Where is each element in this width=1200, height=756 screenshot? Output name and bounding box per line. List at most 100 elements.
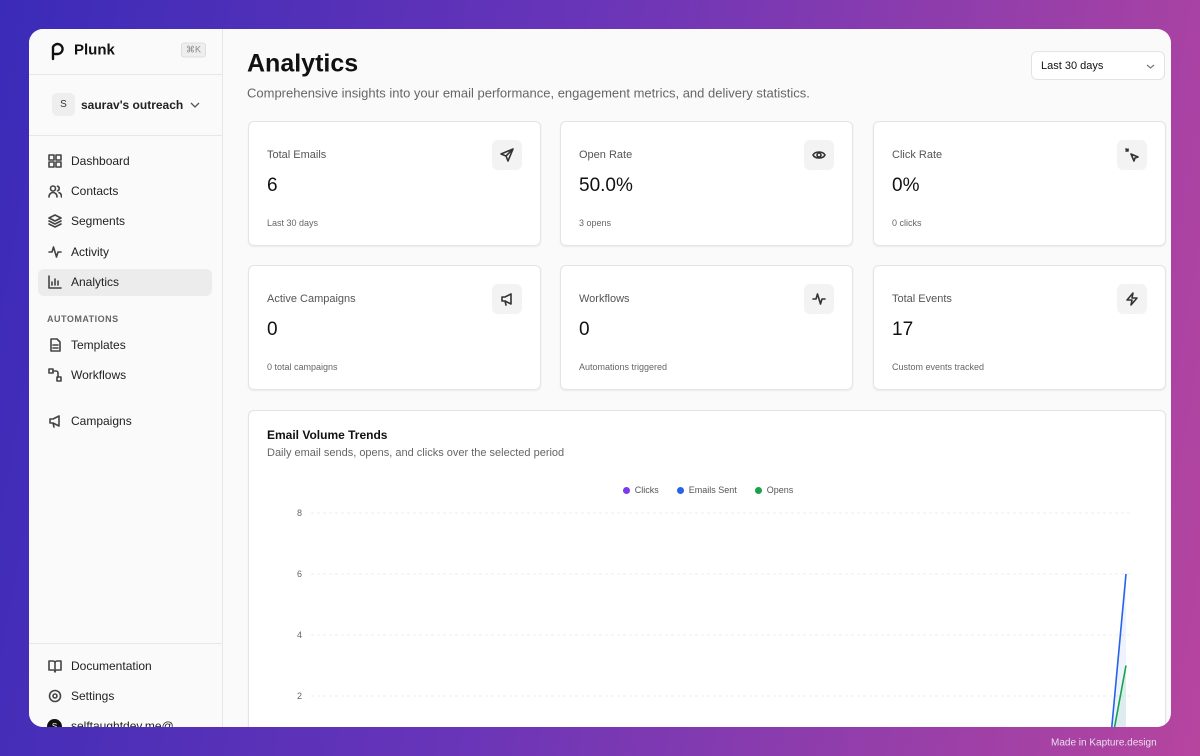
icon-shape [1126,292,1138,306]
stat-value: 17 [892,319,914,340]
stat-card: Open Rate 50.0% 3 opens [560,121,853,246]
nav-item[interactable]: Activity [71,245,110,259]
range-select[interactable]: Last 30 days [1031,51,1165,80]
nav-item[interactable]: Settings [71,689,115,703]
legend-item: Opens [754,485,794,495]
icon-shape [48,275,62,289]
stat-icon [804,284,834,314]
icon-shape [501,293,512,306]
logo [51,42,64,61]
stat-card: Total Events 17 Custom events tracked [873,265,1166,390]
stat-card: Active Campaigns 0 0 total campaigns [248,265,541,390]
icon-shape [48,214,62,228]
stat-value: 6 [267,175,278,196]
nav-item[interactable]: Segments [71,214,126,228]
legend-label: Opens [766,485,794,495]
icon-shape [56,376,62,382]
icon-shape [49,185,57,192]
icon [812,293,826,305]
legend-label: Emails Sent [688,485,737,495]
icon [500,148,514,162]
chart-card: Email Volume Trends Daily email sends, o… [248,410,1166,727]
stat-note: 0 clicks [892,218,922,228]
icon-shape [55,154,62,161]
icon [501,293,512,306]
icon [1126,292,1138,306]
page-title: Analytics [247,49,359,78]
legend-swatch [754,486,762,494]
nav-item[interactable]: Dashboard [71,154,130,168]
nav-item[interactable]: Templates [71,338,126,352]
icon-shape [816,152,822,158]
stat-label: Click Rate [892,149,943,161]
workspace-name[interactable]: saurav's outreach [81,98,184,112]
nav-icon [48,368,62,382]
stat-icon [492,140,522,170]
brand: Plunk [74,41,115,59]
section-label: AUTOMATIONS [47,314,119,324]
stat-card: Workflows 0 Automations triggered [560,265,853,390]
sidebar: Plunk ⌘K S saurav's outreach AUTOMATIONS… [29,29,223,727]
user-email[interactable]: selftaughtdev.me@ [71,719,174,727]
workspace-avatar: S [52,93,75,116]
icon-shape [50,338,61,352]
y-tick-label: 6 [297,569,302,579]
y-tick-label: 4 [297,630,302,640]
chevron [1146,64,1155,69]
y-tick-label: 8 [297,508,302,518]
nav-icon [48,214,62,228]
nav-icon [48,154,62,168]
nav-item[interactable]: Documentation [71,659,152,673]
legend-label: Clicks [634,485,659,495]
icon-shape [48,689,62,703]
stat-note: 0 total campaigns [267,362,338,372]
icon-shape [812,293,826,305]
range-label: Last 30 days [1041,60,1104,72]
stat-note: Last 30 days [267,218,319,228]
series-area [1111,574,1126,727]
chart: 2 4 6 8 [297,508,1131,727]
stat-icon [492,284,522,314]
nav-icon [48,246,62,258]
stat-value: 0 [579,319,590,340]
series-line [1111,573,1127,727]
watermark: Made in Kapture.design [1051,737,1157,749]
icon [1125,148,1139,162]
icon-shape [52,370,59,378]
stat-icon [1117,284,1147,314]
divider [29,643,222,644]
stat-icon [804,140,834,170]
nav-icon [49,415,60,428]
y-tick-label: 2 [297,691,302,701]
stat-card: Total Emails 6 Last 30 days [248,121,541,246]
chart-subtitle: Daily email sends, opens, and clicks ove… [267,447,565,459]
active-nav-bg [38,269,212,296]
legend-item: Clicks [622,485,659,495]
nav-icon [48,660,62,673]
icon-shape [48,185,62,198]
chevron [190,102,200,108]
nav-icon [48,275,62,289]
nav-item[interactable]: Campaigns [71,414,132,428]
chart-title: Email Volume Trends [267,428,388,442]
icon-shape [500,148,514,162]
nav-item[interactable]: Contacts [71,184,119,198]
stat-value: 0 [267,319,278,340]
icon-shape [49,415,60,428]
legend-swatch [622,486,630,494]
app-window: Plunk ⌘K S saurav's outreach AUTOMATIONS… [29,29,1171,727]
divider [29,74,222,75]
icon-shape [48,161,55,168]
legend: Clicks Emails Sent Opens [249,485,1167,495]
icon-shape [48,154,55,161]
icon-shape [48,246,62,258]
nav-icon [50,338,61,352]
nav-item[interactable]: Analytics [71,275,120,289]
stat-label: Active Campaigns [267,293,356,305]
stat-card: Click Rate 0% 0 clicks [873,121,1166,246]
stat-label: Total Events [892,293,952,305]
stat-value: 50.0% [579,175,633,196]
nav-item[interactable]: Workflows [71,368,127,382]
stat-note: Custom events tracked [892,362,985,372]
legend-swatch [676,486,684,494]
